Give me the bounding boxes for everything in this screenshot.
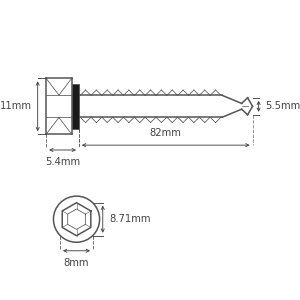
Text: 5.5mm: 5.5mm (265, 101, 300, 111)
Text: 11mm: 11mm (0, 101, 32, 111)
Bar (72, 84, 79, 129)
Text: 5.4mm: 5.4mm (45, 157, 80, 167)
Text: 82mm: 82mm (150, 128, 182, 138)
Text: 8.71mm: 8.71mm (110, 214, 151, 224)
Text: 8mm: 8mm (64, 258, 89, 268)
